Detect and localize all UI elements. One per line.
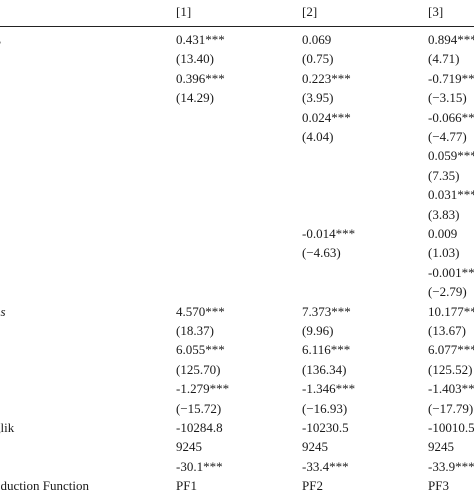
table-row: 9245 9245 9245 <box>0 437 474 457</box>
table-row: -0.001** <box>0 263 474 283</box>
cell-col2: -0.014*** <box>302 226 356 241</box>
cell-col1: (14.29) <box>176 90 214 106</box>
cell-col3: -0.066*** <box>428 109 474 125</box>
row-label: oduction Function <box>0 478 89 494</box>
table-row: as 4.570*** 7.373*** 10.177*** <box>0 302 474 322</box>
table-row: 6.055*** 6.116*** 6.077*** <box>0 340 474 360</box>
table-row: (−2.79) <box>0 282 474 302</box>
column-header-1: [1] <box>176 4 192 19</box>
table-row: (−15.72) (−16.93) (−17.79) <box>0 399 474 419</box>
cell-col1: -10284.8 <box>176 420 223 435</box>
cell-col1: (125.70) <box>176 361 221 377</box>
cell-col1: -1.279*** <box>176 381 230 397</box>
cell-col2: (−16.93) <box>302 400 348 416</box>
table-row: (−4.63) (1.03) <box>0 243 474 263</box>
cell-col3: -0.719** <box>428 70 474 86</box>
cell-col1: 0.396*** <box>176 70 225 86</box>
cell-col1: 4.570*** <box>176 303 225 319</box>
table-row: L 0.431*** 0.069 0.894*** <box>0 30 474 50</box>
cell-col2: (9.96) <box>302 323 334 338</box>
table-row: (18.37) (9.96) (13.67) <box>0 321 474 341</box>
cell-col1: (−15.72) <box>176 400 222 416</box>
table-row: 0.031*** <box>0 185 474 205</box>
cell-col2: 9245 <box>302 439 328 455</box>
cell-col3: (−2.79) <box>428 284 467 300</box>
cell-col2: (3.95) <box>302 90 334 106</box>
table-row: (4.04) (−4.77) <box>0 127 474 147</box>
cell-col2: -10230.5 <box>302 420 349 435</box>
cell-col3: -1.403*** <box>428 381 474 397</box>
table-row: (125.70) (136.34) (125.52) <box>0 360 474 380</box>
cell-col2: (136.34) <box>302 361 347 377</box>
cell-col3: 9245 <box>428 439 454 455</box>
cell-col3: -10010.5 <box>428 420 474 435</box>
column-header-2: [2] <box>302 4 318 19</box>
cell-col3: (7.35) <box>428 167 460 183</box>
cell-col2: 6.116*** <box>302 342 351 358</box>
cell-col3: -33.9*** <box>428 458 474 474</box>
row-label: glik <box>0 420 15 435</box>
cell-col2: (−4.63) <box>302 245 341 261</box>
cell-col3: (125.52) <box>428 361 473 377</box>
cell-col2: PF2 <box>302 478 323 494</box>
table-row: -0.014*** 0.009 <box>0 224 474 244</box>
cell-col2: -33.4*** <box>302 458 349 474</box>
cell-col1: 0.431*** <box>176 32 225 47</box>
cell-col2: 7.373*** <box>302 303 351 319</box>
cell-col1: (18.37) <box>176 323 214 338</box>
table-row: -1.279*** -1.346*** -1.403*** <box>0 379 474 399</box>
cell-col3: (3.83) <box>428 206 460 222</box>
cell-col3: (−3.15) <box>428 90 467 106</box>
cell-col3: (−4.77) <box>428 129 467 144</box>
cell-col1: 9245 <box>176 439 202 455</box>
cell-col3: 0.009 <box>428 226 458 241</box>
table-row: -30.1*** -33.4*** -33.9*** <box>0 457 474 477</box>
cell-col1: (13.40) <box>176 51 214 67</box>
cell-col2: 0.069 <box>302 32 332 47</box>
table-row: (14.29) (3.95) (−3.15) <box>0 88 474 108</box>
cell-col3: 0.894*** <box>428 32 474 47</box>
header-rule <box>0 26 474 27</box>
row-label: as <box>0 303 6 319</box>
cell-col2: -1.346*** <box>302 381 356 397</box>
table-row: l0.024***-0.066*** <box>0 108 474 128</box>
cell-col3: 0.059*** <box>428 148 474 164</box>
table-row: 0.396*** 0.223*** -0.719** <box>0 69 474 89</box>
table-row: (13.40) (0.75) (4.71) <box>0 49 474 69</box>
cell-col3: 6.077*** <box>428 342 474 358</box>
table-row: 0.059*** <box>0 146 474 166</box>
cell-col2: (0.75) <box>302 51 334 67</box>
cell-col1: PF1 <box>176 478 197 494</box>
cell-col2: 0.223*** <box>302 70 351 86</box>
row-label: L <box>0 30 1 50</box>
cell-col2: 0.024*** <box>302 109 351 125</box>
cell-col1: 6.055*** <box>176 342 225 358</box>
cell-col2: (4.04) <box>302 129 334 144</box>
table-row: oduction Function PF1 PF2 PF3 <box>0 476 474 496</box>
table-row: glik -10284.8 -10230.5 -10010.5 <box>0 418 474 438</box>
cell-col1: -30.1*** <box>176 458 223 474</box>
cell-col3: -0.001** <box>428 264 474 280</box>
table-row: (3.83) <box>0 205 474 225</box>
cell-col3: PF3 <box>428 478 449 494</box>
cell-col3: (1.03) <box>428 245 460 261</box>
table-row: (7.35) <box>0 166 474 186</box>
cell-col3: 0.031*** <box>428 187 474 203</box>
cell-col3: 10.177*** <box>428 303 474 319</box>
cell-col3: (−17.79) <box>428 400 474 416</box>
cell-col3: (4.71) <box>428 51 460 67</box>
column-header-3: [3] <box>428 4 444 19</box>
cell-col3: (13.67) <box>428 323 466 338</box>
